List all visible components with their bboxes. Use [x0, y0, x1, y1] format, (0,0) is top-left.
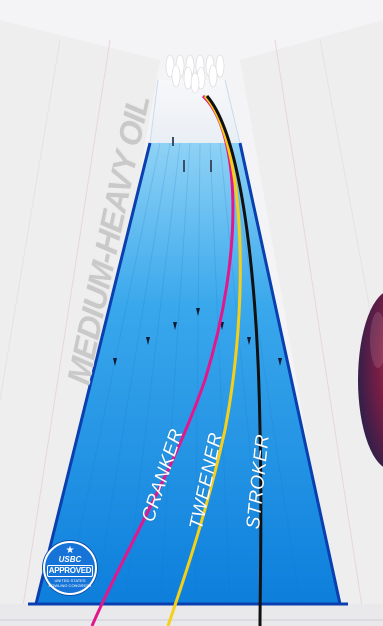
usbc-approved-badge: ★ USBC APPROVED UNITED STATES BOWLING CO… — [43, 541, 97, 595]
left-gutter — [0, 20, 160, 626]
approach-strip — [0, 604, 383, 626]
range-finders — [172, 137, 212, 172]
lane-edge-right — [238, 142, 342, 605]
lane-boards — [64, 142, 301, 605]
star-icon: ★ — [65, 545, 75, 556]
lane-edge-left — [34, 142, 152, 605]
badge-org: USBC — [58, 555, 82, 564]
tweener-path — [166, 94, 242, 626]
pin-deck — [165, 54, 225, 94]
stroker-path — [205, 95, 263, 626]
lane-edge-far-left — [149, 79, 159, 144]
gutter-line — [274, 39, 366, 626]
badge-subtitle: UNITED STATES BOWLING CONGRESS — [48, 578, 92, 588]
bowling-ball — [358, 293, 383, 467]
gutter-line — [0, 39, 61, 401]
gutter-line — [19, 39, 111, 626]
lane-edge-far-right — [224, 79, 241, 144]
badge-status: APPROVED — [47, 565, 93, 577]
ball-highlight — [370, 312, 383, 368]
right-gutter — [240, 20, 383, 626]
lane-dry-surface — [150, 80, 240, 145]
